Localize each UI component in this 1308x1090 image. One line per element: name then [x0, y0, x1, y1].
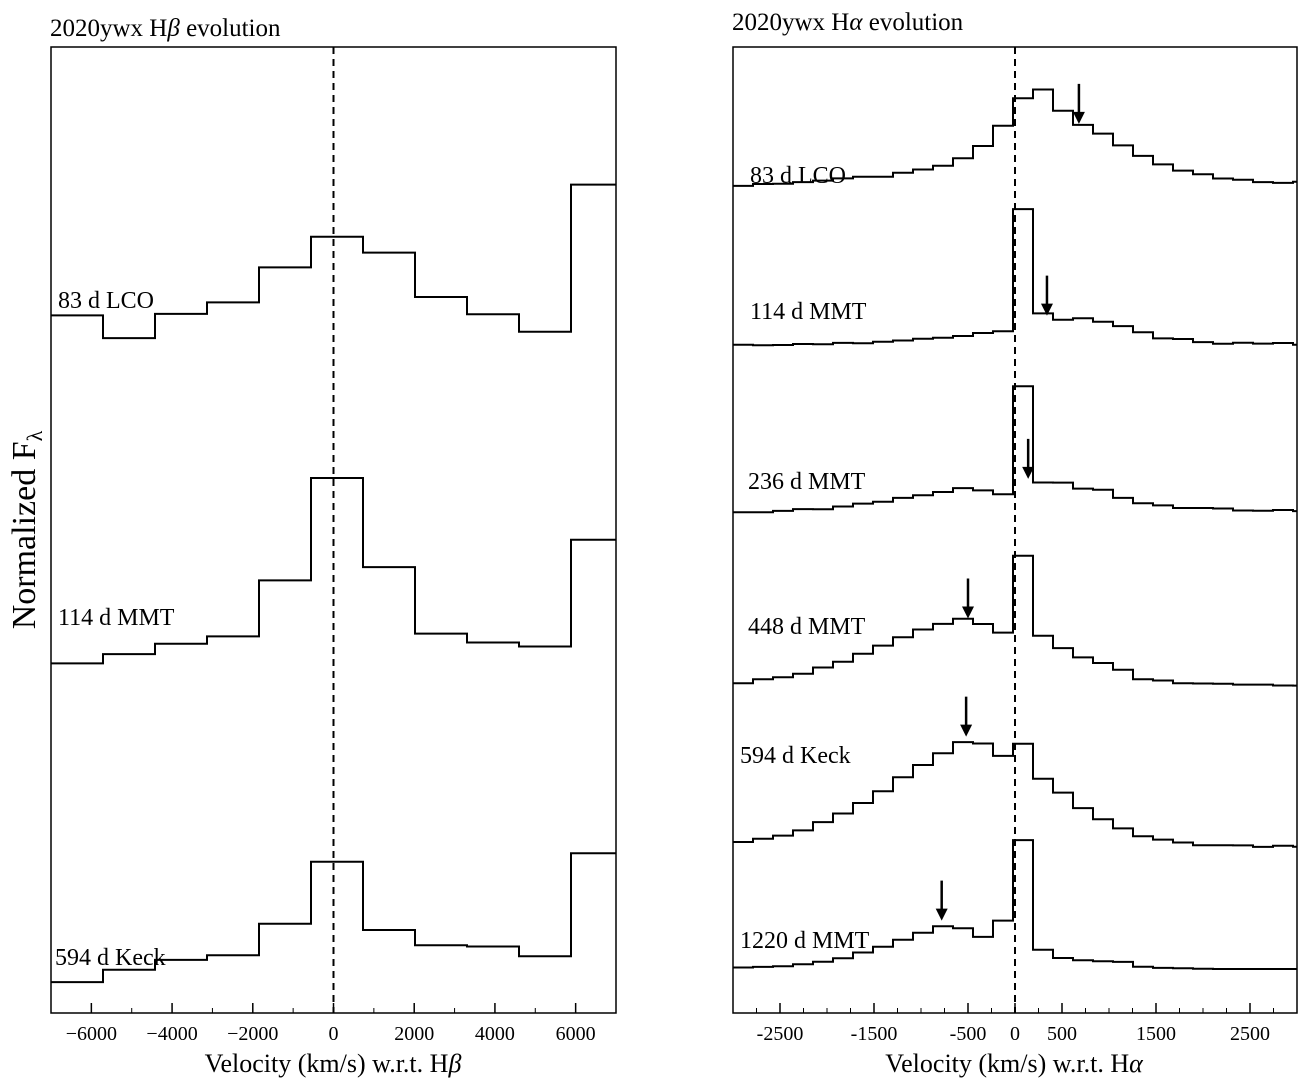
spectrum-line [733, 88, 1297, 187]
y-axis-label: Normalized Fλ [6, 430, 47, 629]
x-tick-label: 2500 [1230, 1023, 1270, 1045]
epoch-label: 448 d MMT [748, 614, 866, 640]
spectrum-line [733, 741, 1297, 848]
spectrum-line [51, 852, 616, 984]
x-tick-label: 6000 [556, 1023, 596, 1045]
spectrum-line [733, 208, 1297, 347]
x-tick-label: -500 [950, 1023, 987, 1045]
x-tick-label: −2000 [227, 1023, 278, 1045]
epoch-label: 114 d MMT [58, 605, 175, 631]
panel2-x-axis: -2500 -1500 -500 0 500 1500 2500 [732, 1003, 1298, 1045]
feature-arrow [1072, 83, 1085, 124]
epoch-label: 236 d MMT [748, 469, 866, 495]
spectrum-line [51, 183, 616, 340]
x-tick-label: -2500 [757, 1023, 804, 1045]
panel2-title: 2020ywx Hα evolution [732, 9, 964, 36]
epoch-label: 594 d Keck [740, 743, 851, 769]
x-tick-label: 0 [1010, 1023, 1020, 1045]
spectrum-line [733, 554, 1297, 687]
epoch-label: 83 d LCO [58, 288, 154, 314]
epoch-label: 114 d MMT [750, 299, 867, 325]
x-tick-label: 500 [1047, 1023, 1077, 1045]
panel1-x-axis-label: Velocity (km/s) w.r.t. Hβ [205, 1049, 462, 1078]
epoch-label: 83 d LCO [750, 163, 846, 189]
feature-arrow [935, 880, 948, 921]
feature-arrow [1022, 438, 1035, 479]
spectrum-line [733, 839, 1297, 970]
feature-arrow [1040, 275, 1053, 316]
panel2-epoch-labels: 83 d LCO 114 d MMT 236 d MMT 448 d MMT 594 d… [740, 163, 870, 954]
x-tick-label: -1500 [851, 1023, 898, 1045]
panel1-x-axis: −6000 −4000 −2000 0 2000 4000 6000 [50, 1003, 617, 1045]
panel1-spectra [51, 183, 616, 984]
panel1-title: 2020ywx Hβ evolution [50, 15, 281, 42]
x-tick-label: 0 [329, 1023, 339, 1045]
spectrum-line [733, 385, 1297, 514]
x-tick-label: −4000 [146, 1023, 197, 1045]
x-tick-label: −6000 [66, 1023, 117, 1045]
panel2-x-axis-label: Velocity (km/s) w.r.t. Hα [885, 1049, 1144, 1078]
x-tick-label: 4000 [475, 1023, 515, 1045]
x-tick-label: 1500 [1136, 1023, 1176, 1045]
epoch-label: 1220 d MMT [740, 928, 870, 954]
epoch-label: 594 d Keck [55, 945, 166, 971]
panel2-arrows [935, 83, 1085, 921]
panel2-spectra [733, 88, 1297, 970]
spectrum-line [51, 477, 616, 665]
x-tick-label: 2000 [394, 1023, 434, 1045]
panel1-epoch-labels: 83 d LCO 114 d MMT 594 d Keck [55, 288, 175, 971]
feature-arrow [962, 578, 974, 619]
feature-arrow [960, 696, 973, 737]
